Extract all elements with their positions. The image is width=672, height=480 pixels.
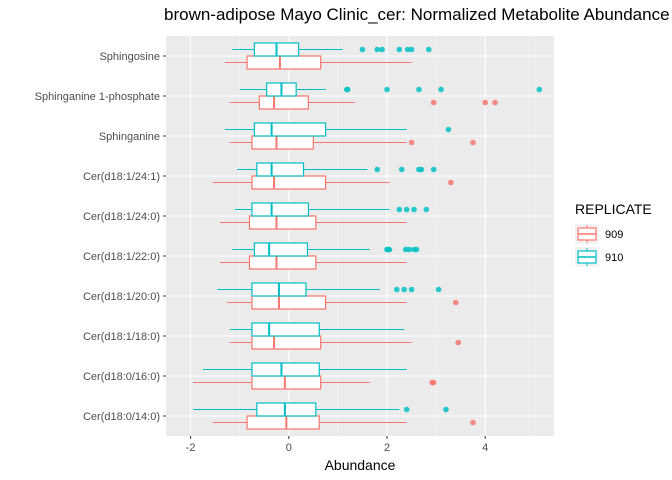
legend-label-910: 910 xyxy=(605,252,623,264)
y-tick-label: Sphinganine xyxy=(99,131,160,143)
outlier-point xyxy=(406,246,412,253)
y-tick-label: Sphingosine xyxy=(99,51,160,63)
chart-title: brown-adipose Mayo Clinic_cer: Normalize… xyxy=(164,5,670,24)
box-iqr xyxy=(256,402,317,417)
outlier-point xyxy=(403,206,410,213)
y-tick-label: Cer(d18:1/18:0) xyxy=(83,331,160,343)
outlier-point xyxy=(379,46,385,53)
y-tick-label: Sphinganine 1-phosphate xyxy=(35,91,160,103)
outlier-point xyxy=(429,379,435,386)
x-tick-label: 2 xyxy=(384,442,390,454)
outlier-point xyxy=(443,406,449,413)
outlier-point xyxy=(423,206,430,213)
outlier-point xyxy=(430,99,437,106)
y-tick-labels: Sphingosine Sphinganine 1-phosphate Sphing… xyxy=(35,51,166,423)
outlier-point xyxy=(482,99,489,106)
box-iqr xyxy=(258,95,310,110)
box-909 xyxy=(224,55,412,70)
box-iqr xyxy=(248,255,317,270)
box-910 xyxy=(239,82,543,97)
outlier-point xyxy=(536,86,543,93)
outlier-point xyxy=(404,46,411,53)
box-layer xyxy=(193,42,543,430)
box-iqr xyxy=(251,175,327,190)
outlier-point xyxy=(413,246,420,253)
box-iqr xyxy=(253,122,327,137)
outlier-point xyxy=(343,86,350,93)
outlier-point xyxy=(384,86,390,93)
outlier-point xyxy=(398,166,405,173)
outlier-point xyxy=(374,46,380,53)
box-910 xyxy=(237,162,437,177)
box-910 xyxy=(232,242,420,257)
box-iqr xyxy=(253,242,309,257)
box-iqr xyxy=(246,415,320,430)
box-909 xyxy=(227,295,459,310)
outlier-point xyxy=(416,86,422,93)
box-910 xyxy=(224,122,452,137)
x-tick-labels: -2 0 2 4 xyxy=(186,436,488,454)
x-tick-label: 0 xyxy=(286,442,292,454)
legend-key-910 xyxy=(575,247,599,267)
box-910 xyxy=(217,282,442,297)
y-tick-label: Cer(d18:1/24:0) xyxy=(83,211,160,223)
outlier-point xyxy=(408,139,415,146)
outlier-point xyxy=(408,46,415,53)
outlier-point xyxy=(435,286,442,293)
outlier-point xyxy=(470,139,476,146)
y-tick-label: Cer(d18:1/20:0) xyxy=(83,291,160,303)
outlier-point xyxy=(418,166,425,173)
y-tick-label: Cer(d18:0/14:0) xyxy=(83,411,160,423)
x-tick-label: 4 xyxy=(482,442,488,454)
box-iqr xyxy=(251,375,322,390)
box-iqr xyxy=(248,215,317,230)
outlier-point xyxy=(438,86,444,93)
outlier-point xyxy=(408,286,415,293)
box-iqr xyxy=(251,135,314,150)
outlier-point xyxy=(430,166,437,173)
box-910 xyxy=(229,322,405,337)
legend-title: REPLICATE xyxy=(575,201,652,217)
outlier-point xyxy=(396,46,403,53)
box-909 xyxy=(193,375,437,390)
outlier-point xyxy=(401,286,408,293)
legend-key-909 xyxy=(575,224,599,244)
legend: REPLICATE 909 910 xyxy=(575,201,652,267)
box-iqr xyxy=(256,162,305,177)
outlier-point xyxy=(492,99,498,106)
outlier-point xyxy=(386,246,393,253)
outlier-point xyxy=(445,126,452,133)
y-tick-label: Cer(d18:1/22:0) xyxy=(83,251,160,263)
x-axis-title: Abundance xyxy=(325,457,396,473)
outlier-point xyxy=(470,419,476,426)
box-iqr xyxy=(246,55,322,70)
box-909 xyxy=(229,135,476,150)
box-iqr xyxy=(251,362,320,377)
box-iqr xyxy=(251,335,322,350)
outlier-point xyxy=(403,406,410,413)
box-iqr xyxy=(251,322,320,337)
x-tick-label: -2 xyxy=(186,442,196,454)
box-910 xyxy=(202,362,407,377)
box-910 xyxy=(193,402,449,417)
box-iqr xyxy=(251,202,310,217)
outlier-point xyxy=(452,299,459,306)
box-910 xyxy=(234,202,430,217)
box-910 xyxy=(232,42,432,57)
outlier-point xyxy=(448,179,454,186)
outlier-point xyxy=(374,166,380,173)
legend-label-909: 909 xyxy=(605,229,623,241)
outlier-point xyxy=(394,286,400,293)
box-909 xyxy=(229,95,498,110)
y-tick-label: Cer(d18:1/24:1) xyxy=(83,171,160,183)
outlier-point xyxy=(359,46,366,53)
outlier-point xyxy=(425,46,432,53)
y-tick-label: Cer(d18:0/16:0) xyxy=(83,371,160,383)
outlier-point xyxy=(411,206,417,213)
outlier-point xyxy=(455,339,462,346)
outlier-point xyxy=(396,206,403,213)
box-iqr xyxy=(251,295,327,310)
